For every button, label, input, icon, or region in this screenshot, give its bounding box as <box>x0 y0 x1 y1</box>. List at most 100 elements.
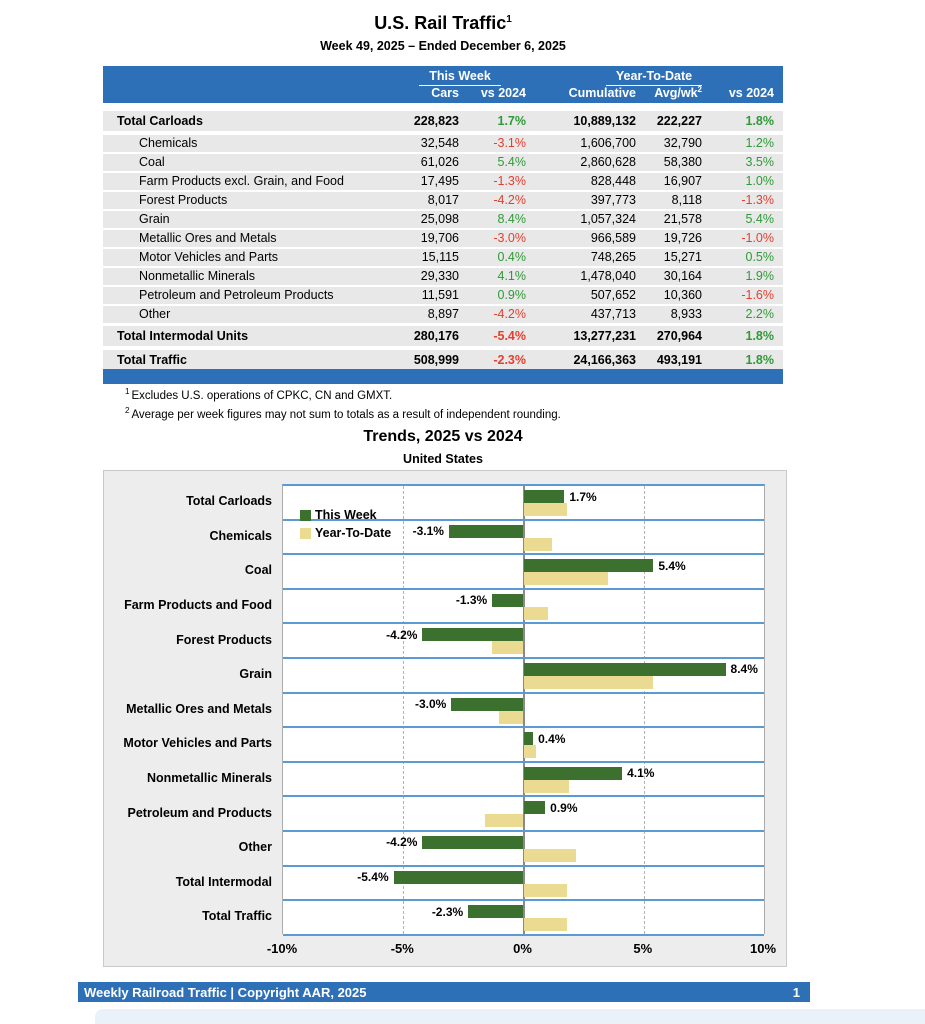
table-cell-num: 32,790 <box>663 136 702 150</box>
bar-this-week <box>468 905 524 919</box>
bar-value-label: 8.4% <box>730 662 758 677</box>
bar-this-week <box>523 801 546 815</box>
chart-category-label: Farm Products and Food <box>124 598 272 613</box>
legend-swatch-year-to-date <box>300 527 311 539</box>
table-row: Total Carloads 228,823 1.7% 10,889,132 222,2… <box>103 111 783 131</box>
chart-row: -3.0% <box>283 694 764 729</box>
table-cell-num: 24,166,363 <box>573 353 636 367</box>
page-title-footnote-marker: 1 <box>506 14 512 25</box>
bar-value-label: 5.4% <box>658 558 686 573</box>
table-cell-pct: -1.3% <box>741 193 774 207</box>
table-cell-num: 25,098 <box>420 212 459 226</box>
table-cell-pct: 5.4% <box>745 212 775 226</box>
footer-page-number: 1 <box>792 984 800 1000</box>
table-cell-pct: 4.1% <box>497 269 527 283</box>
bar-this-week <box>523 662 726 676</box>
table-cell-num: 16,907 <box>663 174 702 188</box>
page-title-text: U.S. Rail Traffic <box>374 13 507 33</box>
chart-category-labels: Total Carloads Chemicals Coal Farm Products… <box>104 484 272 934</box>
bar-this-week <box>492 593 524 607</box>
chart-row: 4.1% <box>283 763 764 798</box>
chart-category-label: Grain <box>239 667 272 682</box>
table-cell-pct: 8.4% <box>497 212 527 226</box>
table-cell-pct: 2.2% <box>745 307 775 321</box>
table-cell-num: 397,773 <box>590 193 636 207</box>
table-row: Other 8,897 -4.2% 437,713 8,933 2.2% <box>103 306 783 323</box>
table-cell-label: Total Intermodal Units <box>117 329 249 343</box>
bar-this-week <box>523 559 654 573</box>
chart-category-label: Nonmetallic Minerals <box>146 771 272 786</box>
table-cell-pct: 0.4% <box>497 250 527 264</box>
bar-value-label: 4.1% <box>627 766 655 781</box>
bar-this-week <box>422 628 524 642</box>
table-row: Nonmetallic Minerals 29,330 4.1% 1,478,040 3… <box>103 268 783 285</box>
page-subtitle: Week 49, 2025 – Ended December 6, 2025 <box>320 39 566 53</box>
bar-this-week <box>523 732 534 746</box>
table-cell-num: 61,026 <box>420 155 459 169</box>
x-axis-tick: 0% <box>513 941 532 956</box>
table-row: Metallic Ores and Metals 19,706 -3.0% 966,5… <box>103 230 783 247</box>
table-cell-pct: -3.0% <box>493 231 526 245</box>
gridline <box>403 486 405 934</box>
bar-year-to-date <box>523 779 570 793</box>
table-cell-num: 8,017 <box>427 193 459 207</box>
table-cell-label: Total Carloads <box>117 114 203 128</box>
x-axis-tick: 5% <box>633 941 653 956</box>
page-footer: Weekly Railroad Traffic | Copyright AAR,… <box>78 982 810 1002</box>
table-cell-pct: 0.5% <box>745 250 775 264</box>
table-cell-label: Other <box>139 307 171 321</box>
table-cell-num: 748,265 <box>590 250 636 264</box>
table-row: Farm Products excl. Grain, and Food 17,49… <box>103 173 783 190</box>
chart-category-label: Motor Vehicles and Parts <box>123 736 272 751</box>
table-cell-num: 32,548 <box>420 136 459 150</box>
table-cell-pct: -1.6% <box>741 288 774 302</box>
table-row: Grain 25,098 8.4% 1,057,324 21,578 5.4% <box>103 211 783 228</box>
table-cell-pct: 1.8% <box>745 329 775 343</box>
bar-year-to-date <box>499 710 524 724</box>
chart-row: -5.4% <box>283 867 764 902</box>
legend-item-year-to-date: Year-To-Date <box>300 524 391 542</box>
table-cell-num: 228,823 <box>413 114 459 128</box>
bar-year-to-date <box>492 641 524 655</box>
table-header: This Week Year-To-Date Cars vs 2024 Cumu… <box>103 66 783 103</box>
table-cell-pct: 1.7% <box>497 114 527 128</box>
chart-row: -1.3% <box>283 590 764 625</box>
bar-value-label: -3.1% <box>412 524 444 539</box>
footnotes: 1 Excludes U.S. operations of CPKC, CN an… <box>125 387 561 425</box>
zero-line <box>522 486 525 934</box>
chart-plot-area: 1.7% -3.1% 5.4% -1.3% -4.2% 8.4% -3.0% 0.4% 4.1%… <box>282 484 765 936</box>
table-row: Motor Vehicles and Parts 15,115 0.4% 748,26… <box>103 249 783 266</box>
column-header-cumulative: Cumulative <box>568 86 636 100</box>
table-cell-pct: -4.2% <box>493 193 526 207</box>
table-cell-label: Total Traffic <box>117 353 187 367</box>
chart-row: -3.1% <box>283 521 764 556</box>
table-cell-pct: 1.2% <box>745 136 775 150</box>
bar-year-to-date <box>523 883 567 897</box>
table-cell-pct: 1.8% <box>745 114 775 128</box>
table-cell-num: 58,380 <box>663 155 702 169</box>
group-header-this-week: This Week <box>390 69 530 86</box>
column-header-avg-wk: Avg/wk2 <box>654 84 702 100</box>
chart-legend: This Week Year-To-Date <box>300 506 391 542</box>
table-row: Coal 61,026 5.4% 2,860,628 58,380 3.5% <box>103 154 783 171</box>
legend-item-this-week: This Week <box>300 506 391 524</box>
bar-value-label: -5.4% <box>357 870 389 885</box>
table-cell-num: 828,448 <box>590 174 636 188</box>
table-cell-num: 21,578 <box>663 212 702 226</box>
table-cell-pct: 5.4% <box>497 155 527 169</box>
table-cell-num: 11,591 <box>421 288 459 302</box>
bar-value-label: 0.9% <box>550 800 578 815</box>
window-edge-strip <box>95 1009 925 1024</box>
bar-year-to-date <box>523 503 567 516</box>
bar-this-week <box>448 524 524 538</box>
chart-row: 8.4% <box>283 659 764 694</box>
chart-row: 1.7% <box>283 486 764 521</box>
bar-year-to-date <box>485 814 524 828</box>
gridline <box>643 486 645 934</box>
chart-category-label: Total Intermodal <box>175 874 272 889</box>
table-body: Total Carloads 228,823 1.7% 10,889,132 222,2… <box>103 103 783 370</box>
table-cell-pct: 0.9% <box>497 288 527 302</box>
footnote-2: 2 Average per week figures may not sum to… <box>125 406 561 421</box>
table-cell-num: 8,118 <box>671 193 702 207</box>
chart-row: -2.3% <box>283 901 764 936</box>
